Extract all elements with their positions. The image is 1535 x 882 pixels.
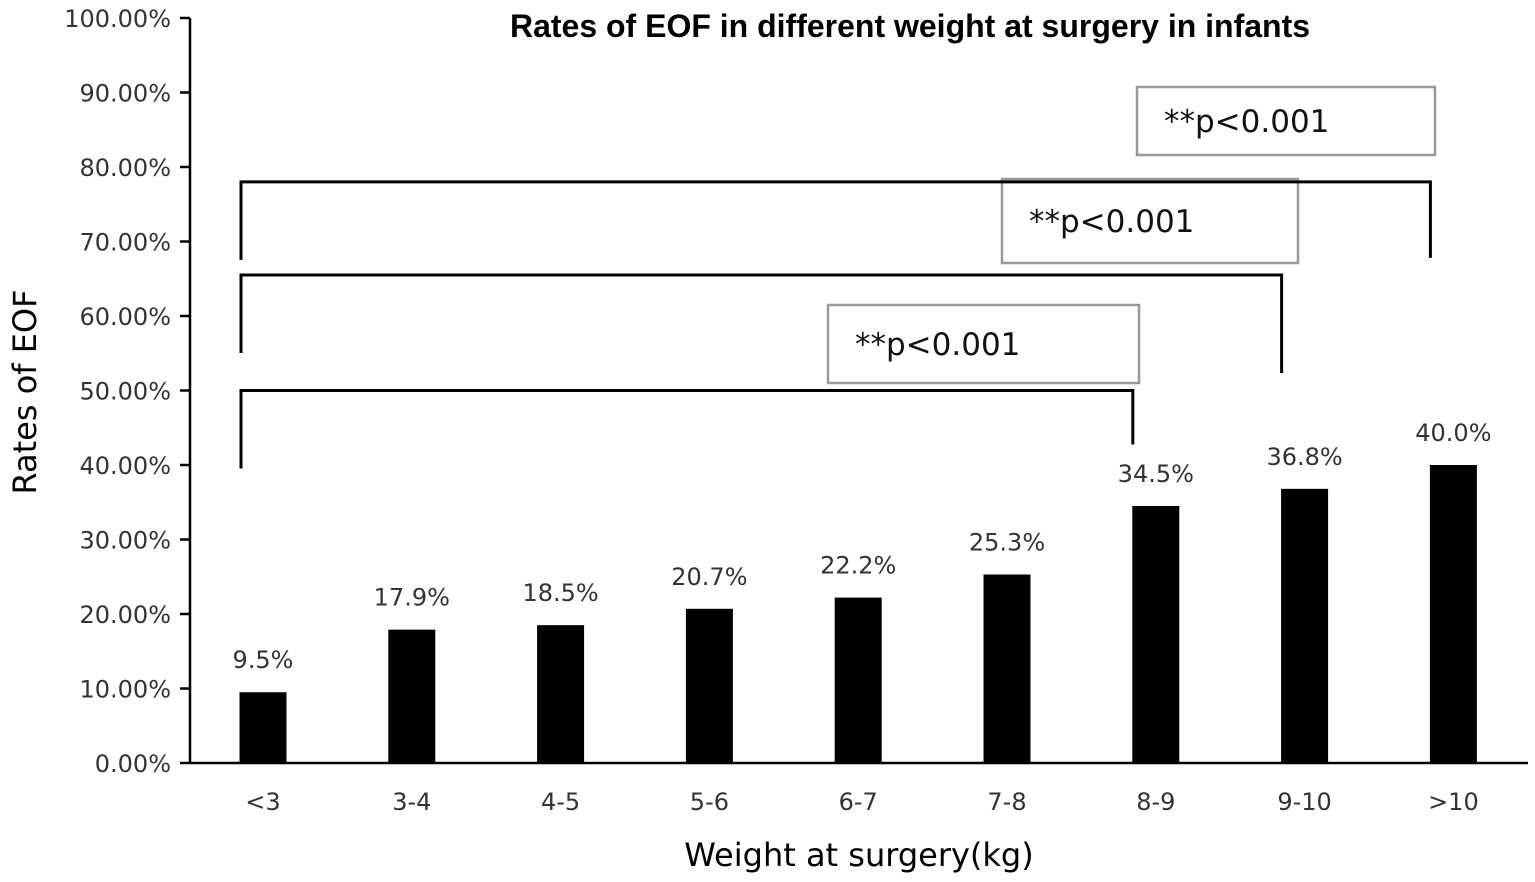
x-tick-label: 8-9 bbox=[1136, 788, 1175, 816]
bar bbox=[1281, 488, 1329, 763]
y-tick-label: 50.00% bbox=[79, 378, 171, 406]
y-tick-label: 20.00% bbox=[79, 601, 171, 629]
y-tick-label: 100.00% bbox=[64, 5, 171, 33]
x-tick-label: >10 bbox=[1428, 788, 1479, 816]
data-label: 34.5% bbox=[1118, 460, 1194, 488]
bar bbox=[834, 597, 882, 763]
significance-bracket: **p<0.001 bbox=[239, 177, 1300, 374]
data-label: 20.7% bbox=[671, 563, 747, 591]
bracket-line bbox=[239, 180, 1432, 260]
x-tick-label: 9-10 bbox=[1277, 788, 1331, 816]
y-tick-label: 40.00% bbox=[79, 452, 171, 480]
y-tick-label: 80.00% bbox=[79, 154, 171, 182]
y-tick-label: 90.00% bbox=[79, 80, 171, 108]
data-label: 40.0% bbox=[1415, 419, 1491, 447]
data-label: 9.5% bbox=[233, 646, 294, 674]
data-label: 36.8% bbox=[1266, 443, 1342, 471]
bar bbox=[537, 625, 585, 763]
data-label: 18.5% bbox=[522, 579, 598, 607]
y-axis-title: Rates of EOF bbox=[6, 289, 44, 494]
y-tick-label: 70.00% bbox=[79, 229, 171, 257]
y-tick-label: 60.00% bbox=[79, 303, 171, 331]
p-value-box bbox=[1135, 85, 1437, 157]
x-tick-label: 7-8 bbox=[987, 788, 1026, 816]
y-tick-label: 10.00% bbox=[79, 676, 171, 704]
significance-bracket: **p<0.001 bbox=[239, 303, 1141, 469]
bar bbox=[685, 608, 733, 763]
x-tick-label: 4-5 bbox=[541, 788, 580, 816]
y-tick-label: 30.00% bbox=[79, 527, 171, 555]
bracket-line bbox=[239, 273, 1284, 374]
bar bbox=[239, 692, 287, 763]
p-value-box bbox=[826, 303, 1141, 385]
p-value-label: **p<0.001 bbox=[855, 327, 1020, 363]
x-tick-label: <3 bbox=[245, 788, 280, 816]
y-tick-label: 0.00% bbox=[95, 750, 171, 778]
bar bbox=[983, 574, 1031, 763]
x-axis-title: Weight at surgery(kg) bbox=[684, 836, 1033, 874]
bar bbox=[1132, 505, 1180, 763]
x-tick-label: 6-7 bbox=[839, 788, 878, 816]
data-label: 25.3% bbox=[969, 529, 1045, 557]
data-label: 22.2% bbox=[820, 552, 896, 580]
p-value-label: **p<0.001 bbox=[1029, 204, 1194, 240]
p-value-box bbox=[1000, 177, 1300, 265]
significance-bracket: **p<0.001 bbox=[239, 85, 1437, 260]
bracket-line bbox=[239, 389, 1135, 469]
x-tick-label: 3-4 bbox=[392, 788, 431, 816]
data-label: 17.9% bbox=[374, 584, 450, 612]
x-tick-label: 5-6 bbox=[690, 788, 729, 816]
bar bbox=[1429, 465, 1477, 763]
chart-title: Rates of EOF in different weight at surg… bbox=[510, 8, 1310, 44]
bar bbox=[388, 629, 436, 763]
p-value-label: **p<0.001 bbox=[1164, 104, 1329, 140]
